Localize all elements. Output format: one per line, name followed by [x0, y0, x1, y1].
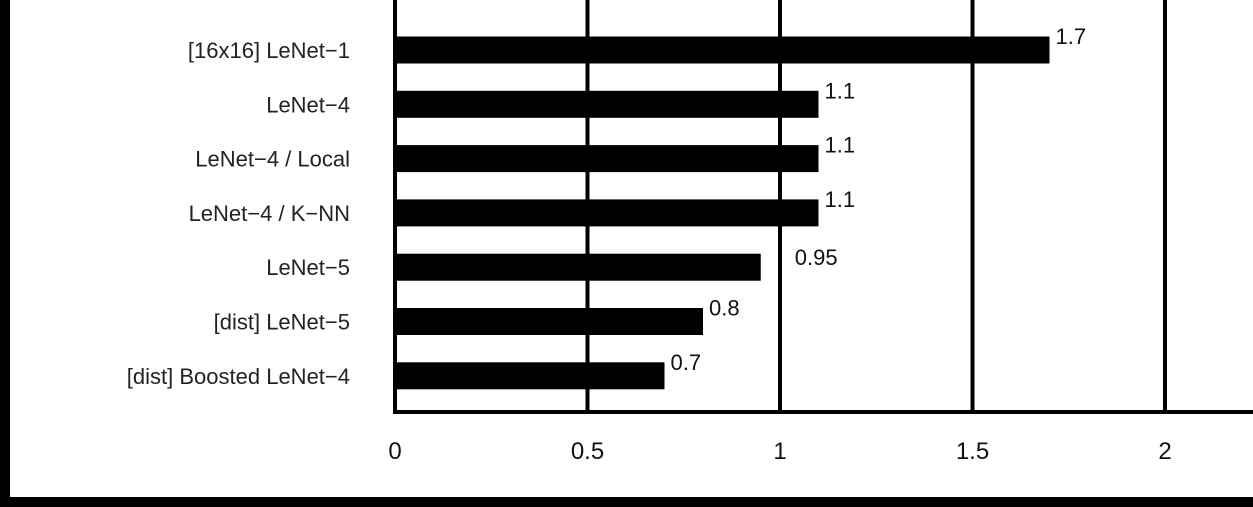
value-label: 1.7: [1056, 24, 1087, 49]
bar: [395, 199, 819, 227]
value-label: 1.1: [825, 78, 856, 103]
category-label: LeNet−4 / Local: [195, 147, 350, 172]
x-tick-label: 0: [388, 438, 401, 465]
category-label: LeNet−4: [266, 92, 350, 117]
category-label: [16x16] LeNet−1: [188, 38, 350, 63]
bar: [395, 308, 703, 335]
x-axis: 0 0.5 1 1.5 2: [388, 0, 1253, 465]
bar: [395, 90, 819, 118]
x-tick-label: 0.5: [571, 438, 604, 465]
category-label: LeNet−5: [266, 255, 350, 280]
value-label: 1.1: [825, 133, 856, 158]
value-label: 0.95: [795, 245, 838, 270]
category-label: [dist] LeNet−5: [214, 310, 350, 335]
value-label: 0.7: [671, 350, 702, 375]
bar-chart: 1.7 1.1 1.1 1.1 0.95 0.8 0.7 [16x16] LeNet−1 Le…: [127, 0, 1253, 465]
bars: [395, 36, 1050, 390]
category-labels: [16x16] LeNet−1 LeNet−4 LeNet−4 / Local LeN…: [127, 38, 350, 389]
value-label: 1.1: [825, 187, 856, 212]
bar: [395, 253, 761, 281]
bar: [395, 36, 1050, 64]
chart-panel: 1.7 1.1 1.1 1.1 0.95 0.8 0.7 [16x16] LeNet−1 Le…: [10, 0, 1253, 497]
x-tick-label: 1.5: [956, 438, 989, 465]
bar: [395, 145, 819, 173]
category-label: LeNet−4 / K−NN: [189, 201, 350, 226]
bar: [395, 362, 665, 390]
value-labels: 1.7 1.1 1.1 1.1 0.95 0.8 0.7: [671, 24, 1087, 375]
value-label: 0.8: [709, 296, 740, 321]
category-label: [dist] Boosted LeNet−4: [127, 364, 350, 389]
x-tick-label: 2: [1158, 438, 1171, 465]
x-tick-label: 1: [773, 438, 786, 465]
